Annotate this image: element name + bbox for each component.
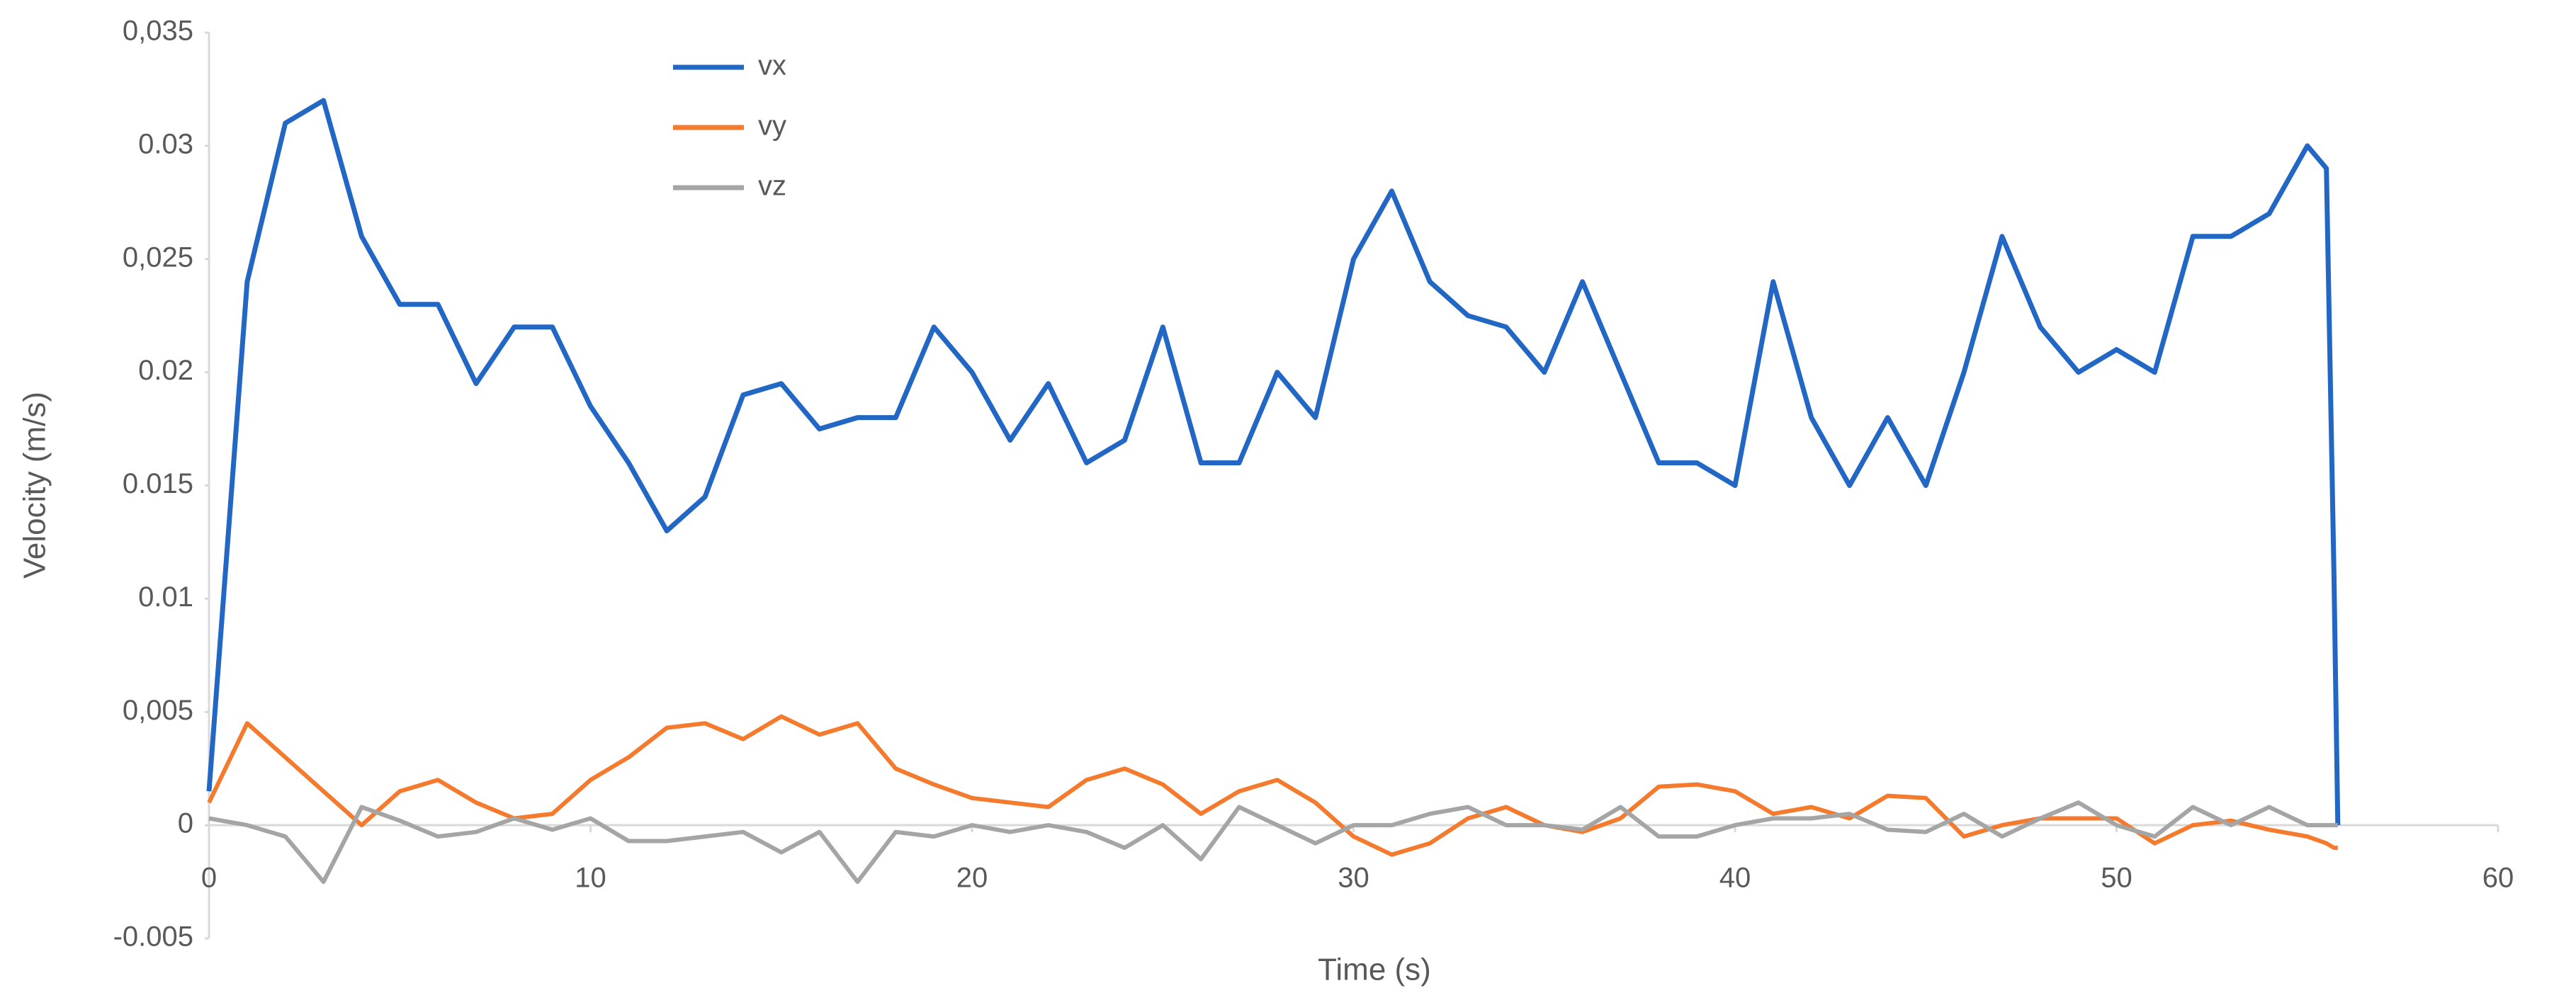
x-tick-label: 20	[956, 863, 988, 894]
x-tick-label: 10	[575, 863, 606, 894]
x-tick-label: 30	[1338, 863, 1369, 894]
x-axis-title: Time (s)	[1318, 953, 1431, 987]
y-tick-label: 0.01	[138, 581, 193, 613]
legend-label: vy	[758, 110, 786, 142]
x-tick-label: 60	[2482, 863, 2514, 894]
y-axis-title: Velocity (m/s)	[18, 392, 52, 579]
x-tick-label: 50	[2101, 863, 2132, 894]
series-line	[206, 98, 2341, 826]
series-line	[208, 800, 2338, 885]
x-tick-label: 0	[201, 863, 217, 894]
series-line	[207, 714, 2338, 857]
y-tick-label: 0,005	[123, 695, 193, 726]
y-tick-label: 0,025	[123, 242, 193, 273]
legend-label: vx	[758, 50, 786, 81]
y-tick-label: -0.005	[113, 921, 193, 953]
y-tick-label: 0.015	[123, 468, 193, 499]
y-tick-label: 0.03	[138, 128, 193, 159]
y-tick-label: 0.02	[138, 355, 193, 386]
legend-label: vz	[758, 171, 786, 202]
x-tick-label: 40	[1719, 863, 1751, 894]
y-tick-label: 0	[178, 808, 193, 839]
y-tick-label: 0,035	[123, 16, 193, 47]
